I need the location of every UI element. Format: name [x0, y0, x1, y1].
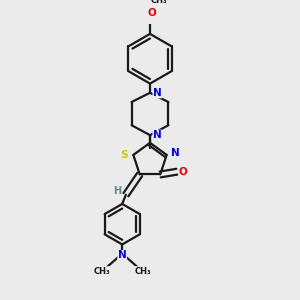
- Text: O: O: [148, 8, 156, 18]
- Text: H: H: [112, 186, 121, 196]
- Text: N: N: [153, 88, 162, 98]
- Text: S: S: [120, 150, 128, 160]
- Text: CH₃: CH₃: [94, 267, 110, 276]
- Text: CH₃: CH₃: [134, 267, 151, 276]
- Text: N: N: [171, 148, 179, 158]
- Text: CH₃: CH₃: [151, 0, 167, 5]
- Text: O: O: [179, 167, 188, 177]
- Text: N: N: [118, 250, 127, 260]
- Text: N: N: [153, 130, 162, 140]
